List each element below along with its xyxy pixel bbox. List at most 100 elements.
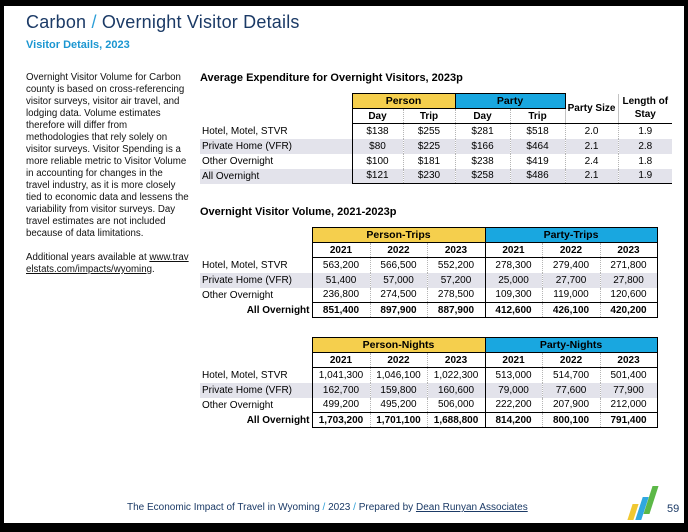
value-cell: 1,022,300 [426,367,486,383]
party-nights-header: Party-Nights [484,337,658,353]
table-corner-spacer [200,94,352,109]
year-header: 2021 [311,242,370,258]
value-cell: 120,600 [599,287,658,303]
expenditure-group-header-row: Person Party Party Size Length of Stay [200,93,673,124]
value-cell: 563,200 [311,257,370,273]
value-cell: 222,200 [484,397,543,413]
value-cell: 1.9 [617,168,673,184]
row-label: All Overnight [246,304,310,316]
trips-table: Person-Trips Party-Trips 2021 2022 2023 … [200,227,658,318]
day-header: Day [454,108,511,124]
value-cell: 2.0 [564,123,619,139]
year-header: 2022 [541,242,600,258]
value-cell: 897,900 [369,302,427,318]
day-header: Day [351,108,403,124]
table-corner-spacer [200,228,312,243]
dean-runyan-link[interactable]: Dean Runyan Associates [415,502,528,513]
value-cell: 506,000 [426,397,486,413]
row-label: Hotel, Motel, STVR [202,259,288,271]
section-title-volume: Overnight Visitor Volume, 2021-2023p [200,206,397,218]
value-cell: $230 [402,168,456,184]
value-cell: 426,100 [541,302,600,318]
value-cell: 79,000 [484,382,543,398]
row-label: Private Home (VFR) [200,138,352,154]
page-title: Carbon / Overnight Visitor Details [26,12,300,33]
value-cell: 119,000 [541,287,600,303]
value-cell: 77,900 [599,382,658,398]
year-header: 2021 [484,242,542,258]
travelstats-link[interactable]: www.travelstats.com/impacts/wyoming [26,252,189,275]
value-cell: 566,500 [369,257,427,273]
value-cell: $100 [351,153,403,169]
table-row: Hotel, Motel, STVR $138 $255 $281 $518 2… [200,123,673,139]
year-header: 2022 [541,352,601,368]
value-cell: 162,700 [311,382,370,398]
value-cell: 2.1 [564,168,619,184]
value-cell: 791,400 [599,412,658,428]
nights-group-header-row: Person-Nights Party-Nights [200,337,658,353]
value-cell: 1.8 [617,153,673,169]
person-group-header: Person [351,93,456,109]
value-cell: 420,200 [599,302,658,318]
value-cell: 274,500 [369,287,427,303]
value-cell: $419 [509,153,566,169]
value-cell: $166 [454,138,511,154]
value-cell: 1,041,300 [311,367,370,383]
row-label: Hotel, Motel, STVR [202,125,288,137]
row-label: Other Overnight [202,289,274,301]
value-cell: 513,000 [484,367,543,383]
value-cell: $486 [509,168,566,184]
row-label: Other Overnight [202,399,274,411]
value-cell: $464 [509,138,566,154]
table-total-row: All Overnight 1,703,200 1,701,100 1,688,… [200,412,658,428]
page-subtitle: Visitor Details, 2023 [26,39,130,51]
value-cell: $138 [351,123,403,139]
sidebar-paragraph: Overnight Visitor Volume for Carbon coun… [26,72,189,239]
person-trips-header: Person-Trips [311,227,486,243]
value-cell: 501,400 [599,367,658,383]
table-row: Hotel, Motel, STVR 563,200 566,500 552,2… [200,257,658,273]
trip-header: Trip [402,108,456,124]
table-total-row: All Overnight 851,400 897,900 887,900 41… [200,302,658,318]
value-cell: 1,703,200 [311,412,370,428]
trips-group-header-row: Person-Trips Party-Trips [200,227,658,243]
table-row: Other Overnight 499,200 495,200 506,000 … [200,397,658,413]
page-title-county: Carbon [26,12,87,32]
year-header: 2023 [426,242,485,258]
table-row: Private Home (VFR) 162,700 159,800 160,6… [200,382,658,398]
value-cell: 495,200 [369,397,427,413]
footer-separator: / [353,502,356,513]
value-cell: 109,300 [484,287,542,303]
value-cell: $258 [454,168,511,184]
value-cell: 800,100 [541,412,601,428]
value-cell: 552,200 [426,257,485,273]
table-row: All Overnight $121 $230 $258 $486 2.1 1.… [200,168,673,184]
value-cell: 279,400 [541,257,600,273]
table-corner-spacer [200,243,312,258]
value-cell: 207,900 [541,397,601,413]
party-size-header: Party Size [564,93,619,124]
value-cell: 271,800 [599,257,658,273]
table-row: Hotel, Motel, STVR 1,041,300 1,046,100 1… [200,367,658,383]
year-header: 2022 [369,242,427,258]
value-cell: $80 [351,138,403,154]
sidebar-additional-years: Additional years available at www.travel… [26,252,189,275]
row-label: Other Overnight [202,155,274,167]
footer-separator: / [322,502,326,513]
section-title-expenditure: Average Expenditure for Overnight Visito… [200,72,463,84]
trips-year-row: 2021 2022 2023 2021 2022 2023 [200,242,658,258]
value-cell: $225 [402,138,456,154]
value-cell: $181 [402,153,456,169]
value-cell: 160,600 [426,382,486,398]
value-cell: 159,800 [369,382,427,398]
row-label: All Overnight [200,168,352,184]
value-cell: 1,701,100 [369,412,427,428]
value-cell: 278,300 [484,257,542,273]
party-group-header: Party [454,93,566,109]
year-header: 2023 [599,352,658,368]
value-cell: 887,900 [426,302,485,318]
page-number: 59 [667,503,680,515]
row-label: Hotel, Motel, STVR [202,369,288,381]
year-header: 2021 [311,352,370,368]
